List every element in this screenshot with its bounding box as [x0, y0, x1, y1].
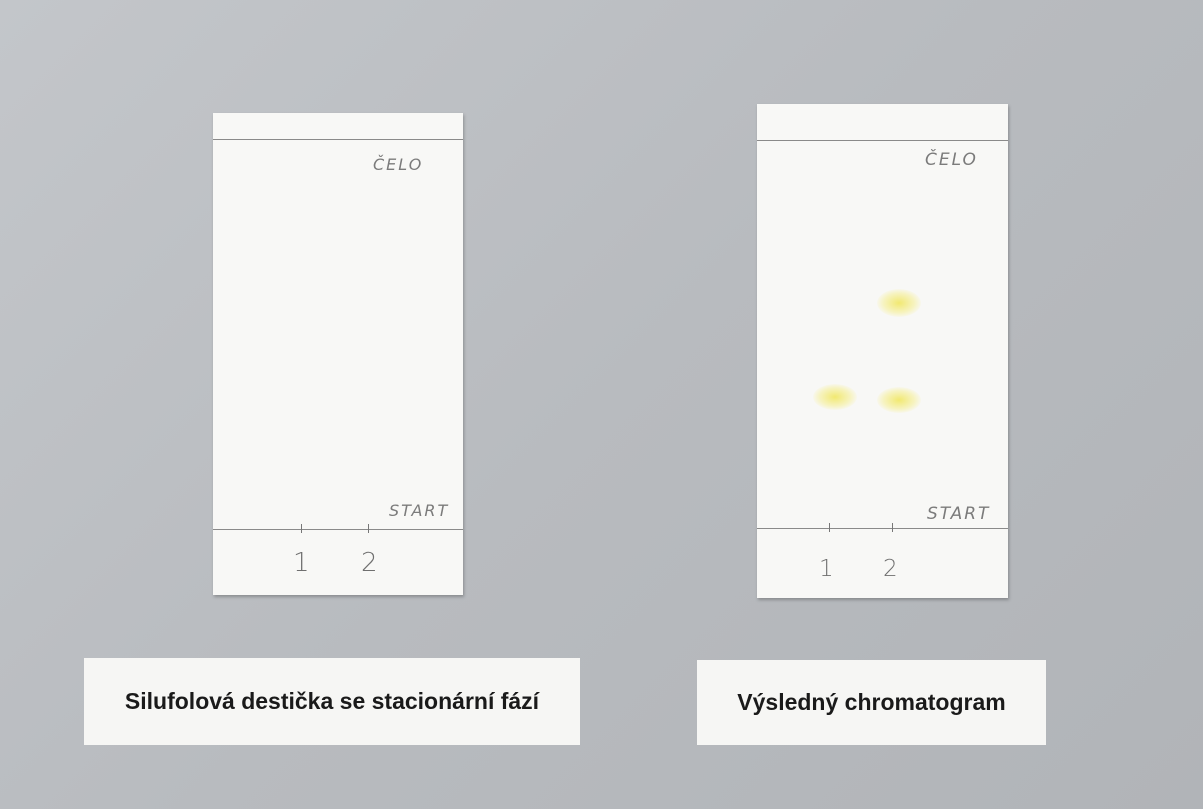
tlc-plate: ČELO START 1 2: [213, 113, 463, 595]
lane-tick: [368, 524, 369, 533]
front-label: ČELO: [373, 155, 423, 174]
front-line: [213, 139, 463, 140]
front-line: [757, 140, 1008, 141]
lane-label: 2: [361, 548, 378, 578]
lane-tick: [301, 524, 302, 533]
lane-label: 1: [819, 556, 834, 582]
spot: [813, 384, 857, 410]
start-label: START: [389, 501, 449, 520]
start-label: START: [927, 504, 990, 524]
lane-label: 1: [293, 548, 310, 578]
photo: ČELO START 1 2 ČELO START 1 2 Silufolová…: [0, 0, 1203, 809]
start-line: [213, 529, 463, 530]
lane-tick: [892, 523, 893, 532]
front-label: ČELO: [925, 150, 978, 170]
start-line: [757, 528, 1008, 529]
caption: Výsledný chromatogram: [697, 660, 1046, 745]
spot: [877, 387, 921, 413]
lane-label: 2: [883, 556, 898, 582]
caption: Silufolová destička se stacionární fází: [84, 658, 580, 745]
tlc-plate: ČELO START 1 2: [757, 104, 1008, 598]
spot: [877, 289, 921, 317]
lane-tick: [829, 523, 830, 532]
